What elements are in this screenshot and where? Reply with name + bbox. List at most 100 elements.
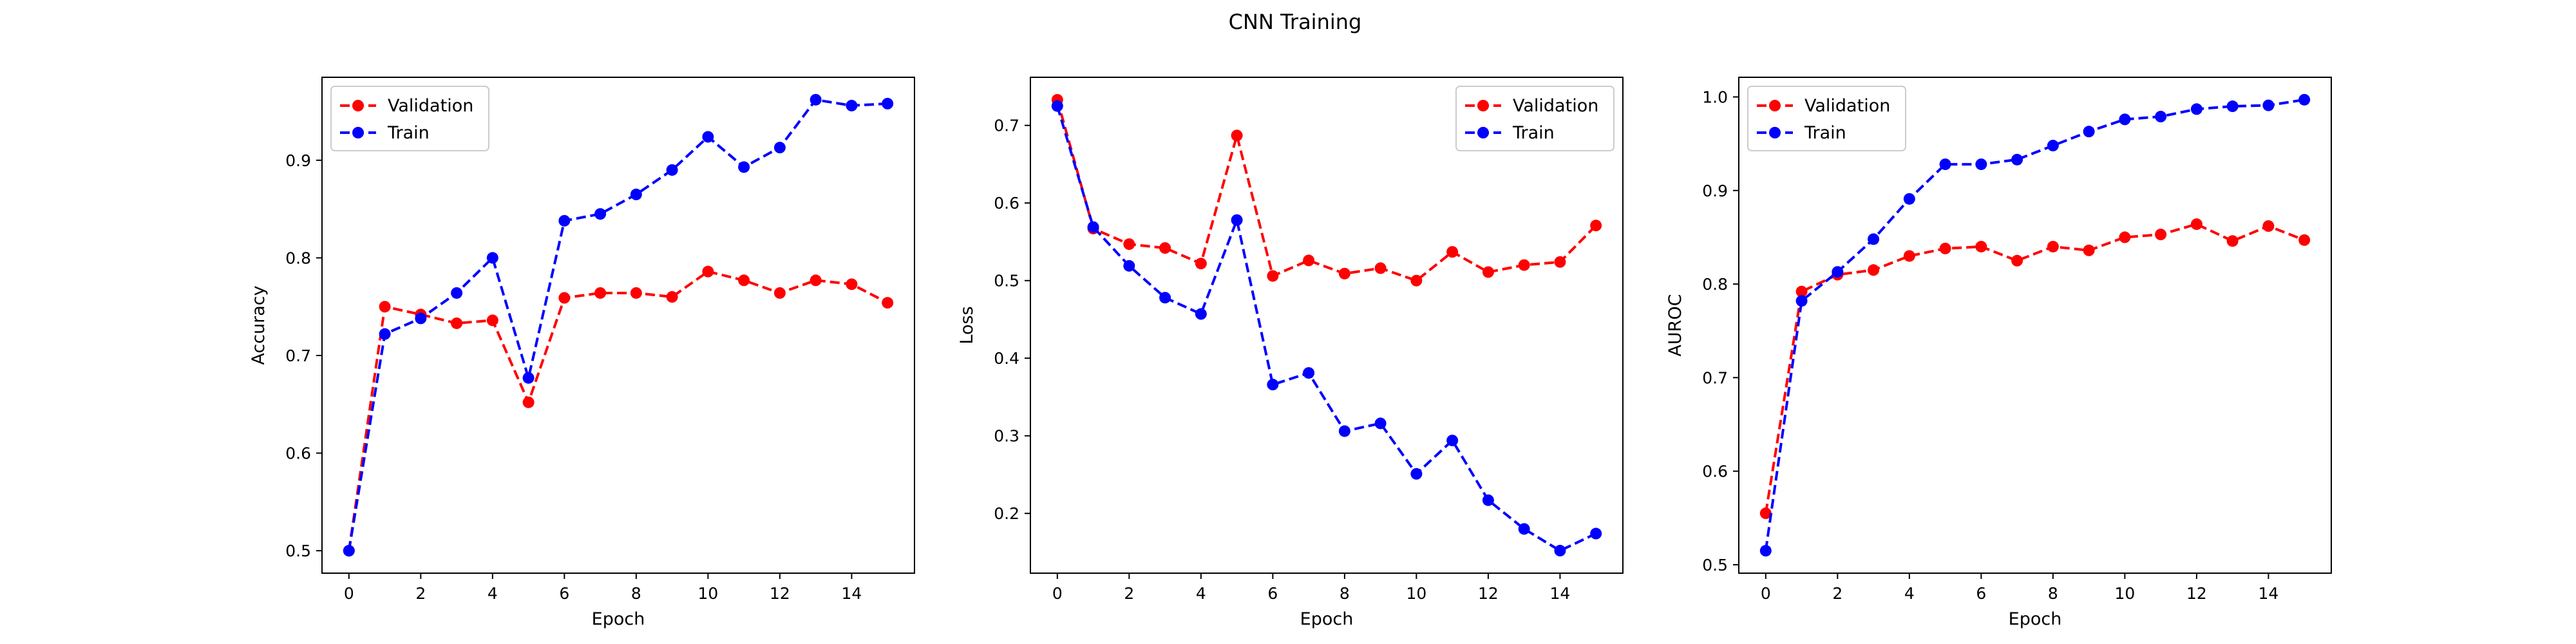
train-point <box>2190 103 2202 115</box>
train-point <box>846 99 858 111</box>
validation-point <box>1446 246 1459 258</box>
train-point <box>1590 527 1602 540</box>
validation-point <box>2262 220 2275 232</box>
x-tick-label: 12 <box>770 584 790 603</box>
validation-series-line <box>1056 99 1597 282</box>
x-tick-label: 12 <box>1478 584 1499 603</box>
y-tick-label: 0.5 <box>285 542 311 560</box>
train-point <box>1195 308 1207 320</box>
legend: Validation Train <box>1455 86 1615 151</box>
train-point <box>1903 193 1915 205</box>
legend-box <box>330 86 489 151</box>
validation-point <box>1338 267 1350 279</box>
axes-frame <box>1738 77 2332 574</box>
validation-point <box>2047 240 2059 252</box>
train-point <box>666 164 678 176</box>
y-tick-label: 0.6 <box>1702 462 1728 481</box>
train-point <box>486 252 498 264</box>
legend-train-label: Train <box>387 123 430 143</box>
x-tick-label: 8 <box>631 584 641 603</box>
validation-point <box>882 297 894 309</box>
y-tick-label: 0.8 <box>285 249 311 267</box>
train-point <box>773 142 786 154</box>
x-tick-label: 4 <box>488 584 498 603</box>
validation-point <box>1303 254 1315 267</box>
validation-point <box>846 278 858 290</box>
x-tick-label: 6 <box>559 584 569 603</box>
subplot-2: 0 2 4 6 8 10 12 14 0.2 0.3 0.4 0.5 0.6 0.7 Epoch Loss Va… <box>957 77 1624 629</box>
legend-validation-marker <box>352 100 364 111</box>
x-tick-label: 14 <box>842 584 862 603</box>
y-tick-label: 0.4 <box>994 349 1019 368</box>
train-point <box>2298 93 2311 106</box>
train-point <box>522 372 535 384</box>
legend-box <box>1455 86 1615 151</box>
y-tick-label: 0.2 <box>994 504 1019 523</box>
validation-point <box>630 287 642 299</box>
y-axis-label: Loss <box>957 306 977 344</box>
train-point <box>2155 111 2167 123</box>
y-axis-label: AUROC <box>1665 294 1685 356</box>
validation-point <box>1195 258 1207 270</box>
train-point <box>738 161 750 173</box>
x-tick-label: 12 <box>2186 584 2207 603</box>
train-point <box>594 208 607 220</box>
x-tick-label: 2 <box>1124 584 1134 603</box>
x-tick-label: 2 <box>415 584 426 603</box>
validation-point <box>738 274 750 287</box>
axes-frame <box>321 77 915 574</box>
x-tick-label: 10 <box>2114 584 2135 603</box>
y-tick-label: 0.9 <box>285 151 311 170</box>
y-axis-label: Accuracy <box>249 285 269 365</box>
figure-title: CNN Training <box>1229 10 1362 34</box>
validation-point <box>1975 240 1987 252</box>
validation-point <box>1518 259 1530 271</box>
y-tick-label: 0.5 <box>1702 556 1728 574</box>
train-series-line <box>1764 98 2305 551</box>
x-tick-label: 8 <box>2048 584 2058 603</box>
train-point <box>2262 99 2275 111</box>
validation-point <box>702 265 714 278</box>
train-point <box>415 312 427 325</box>
x-tick-label: 10 <box>697 584 718 603</box>
validation-point <box>2226 235 2239 247</box>
validation-point <box>486 314 498 327</box>
x-tick-label: 4 <box>1904 584 1915 603</box>
y-tick-label: 0.5 <box>994 272 1019 290</box>
x-tick-label: 8 <box>1340 584 1350 603</box>
train-point <box>2047 140 2059 152</box>
x-axis-label: Epoch <box>1300 609 1354 629</box>
validation-point <box>810 274 822 287</box>
train-point <box>1303 367 1315 379</box>
train-series-line <box>347 98 888 551</box>
validation-point <box>1374 262 1387 274</box>
train-point <box>2083 126 2095 138</box>
legend-train-marker <box>1477 127 1489 138</box>
train-point <box>1554 545 1566 557</box>
legend-train-marker <box>352 127 364 138</box>
train-point <box>882 97 894 109</box>
train-point <box>1338 425 1350 437</box>
train-point <box>1482 494 1494 506</box>
validation-point <box>2011 254 2023 267</box>
legend-train-label: Train <box>1804 123 1846 143</box>
train-point <box>558 214 571 227</box>
train-point <box>702 131 714 143</box>
train-point <box>1231 214 1243 226</box>
x-tick-label: 4 <box>1196 584 1206 603</box>
x-tick-label: 0 <box>344 584 354 603</box>
validation-point <box>451 317 463 329</box>
validation-point <box>2190 218 2202 231</box>
legend-validation-marker <box>1769 100 1781 111</box>
train-point <box>1759 545 1772 557</box>
train-point <box>1051 100 1063 112</box>
x-tick-label: 14 <box>1550 584 1571 603</box>
legend-validation-label: Validation <box>388 96 473 116</box>
x-tick-label: 0 <box>1761 584 1771 603</box>
x-tick-label: 10 <box>1406 584 1426 603</box>
x-axis-label: Epoch <box>2009 609 2062 629</box>
legend-train-marker <box>1769 127 1781 138</box>
train-point <box>1087 221 1099 233</box>
train-point <box>1868 233 1880 245</box>
